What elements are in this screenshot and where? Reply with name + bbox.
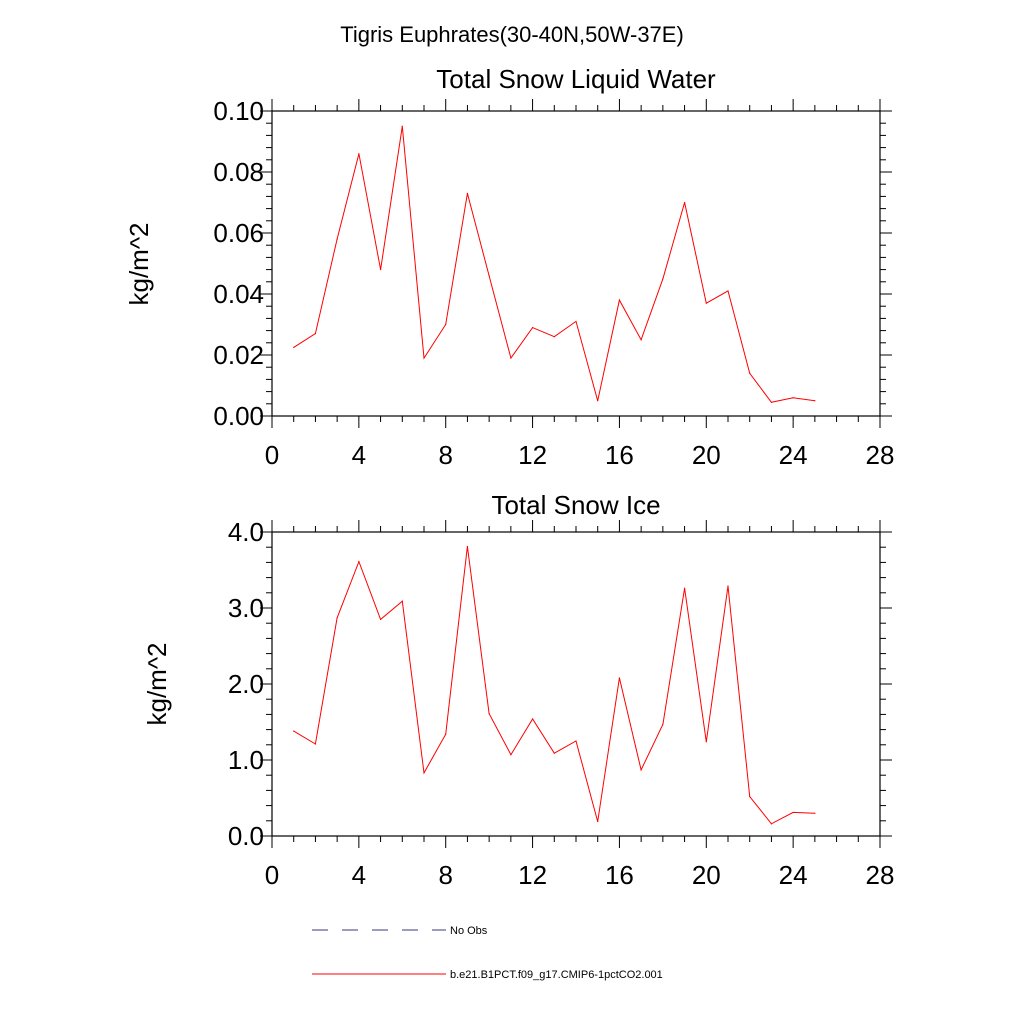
data-point bbox=[488, 275, 490, 277]
figure-main-title: Tigris Euphrates(30-40N,50W-37E) bbox=[340, 22, 684, 47]
panel-title: Total Snow Liquid Water bbox=[436, 64, 716, 94]
data-point bbox=[466, 545, 469, 548]
series-line bbox=[293, 126, 815, 403]
y-tick-label: 3.0 bbox=[228, 593, 264, 623]
data-point bbox=[575, 320, 577, 323]
x-tick-label: 4 bbox=[352, 860, 366, 890]
data-point bbox=[597, 400, 599, 402]
data-point bbox=[358, 561, 360, 563]
y-axis-label: kg/m^2 bbox=[124, 222, 154, 305]
data-point bbox=[683, 587, 686, 589]
data-point bbox=[705, 741, 707, 743]
x-tick-label: 28 bbox=[866, 860, 895, 890]
data-point bbox=[792, 811, 794, 814]
data-point bbox=[575, 740, 577, 742]
y-tick-label: 4.0 bbox=[228, 517, 264, 547]
y-tick-label: 0.00 bbox=[213, 401, 264, 431]
data-point bbox=[379, 269, 382, 271]
x-tick-label: 28 bbox=[866, 440, 895, 470]
x-tick-label: 0 bbox=[265, 440, 279, 470]
x-tick-label: 12 bbox=[518, 860, 547, 890]
x-tick-label: 8 bbox=[438, 440, 452, 470]
y-axis-label: kg/m^2 bbox=[142, 642, 172, 725]
y-tick-label: 0.0 bbox=[228, 821, 264, 851]
axis-ticks bbox=[260, 99, 892, 428]
x-tick-label: 20 bbox=[692, 860, 721, 890]
data-point bbox=[510, 754, 512, 756]
legend-label: No Obs bbox=[450, 925, 488, 937]
data-point bbox=[770, 823, 773, 825]
x-tick-label: 0 bbox=[265, 860, 279, 890]
y-tick-label: 2.0 bbox=[228, 669, 264, 699]
data-point bbox=[314, 333, 317, 335]
data-point bbox=[662, 278, 664, 280]
data-point bbox=[618, 299, 621, 301]
data-point bbox=[510, 357, 512, 359]
x-tick-label: 8 bbox=[438, 860, 452, 890]
data-point bbox=[683, 201, 686, 204]
data-point bbox=[792, 397, 794, 399]
data-point bbox=[358, 153, 360, 155]
data-point bbox=[336, 617, 338, 619]
axis-ticks bbox=[260, 520, 892, 848]
panel-snow-liquid-water: Total Snow Liquid Water kg/m^2 0 4 8 12 16 20… bbox=[124, 64, 894, 470]
data-point bbox=[640, 339, 642, 341]
data-point bbox=[293, 730, 295, 732]
data-point bbox=[488, 713, 490, 715]
data-point bbox=[553, 336, 555, 338]
plot-frame bbox=[271, 531, 881, 837]
data-point bbox=[531, 326, 534, 329]
x-tick-label: 24 bbox=[779, 860, 808, 890]
legend-label: b.e21.B1PCT.f09_g17.CMIP6-1pctCO2.001 bbox=[450, 969, 663, 981]
y-tick-label: 1.0 bbox=[228, 745, 264, 775]
data-point bbox=[705, 302, 707, 304]
legend: No Obs b.e21.B1PCT.f09_g17.CMIP6-1pctCO2… bbox=[312, 925, 663, 981]
data-point bbox=[618, 677, 621, 679]
panel-snow-ice: Total Snow Ice kg/m^2 0 4 8 12 16 20 24 28 0.0 1.… bbox=[142, 490, 894, 890]
x-tick-label: 16 bbox=[605, 440, 634, 470]
data-point bbox=[727, 290, 729, 292]
y-tick-label: 0.04 bbox=[213, 279, 264, 309]
x-tick-label: 24 bbox=[779, 440, 808, 470]
data-point bbox=[401, 125, 403, 127]
x-tick-label: 20 bbox=[692, 440, 721, 470]
y-tick-label: 0.10 bbox=[213, 96, 264, 126]
y-tick-label: 0.08 bbox=[213, 157, 264, 187]
data-point bbox=[336, 238, 338, 240]
data-point bbox=[379, 618, 382, 621]
x-tick-label: 16 bbox=[605, 860, 634, 890]
data-point bbox=[314, 743, 317, 745]
data-point bbox=[445, 733, 447, 735]
data-point bbox=[749, 795, 751, 798]
data-point bbox=[727, 585, 729, 587]
y-tick-label: 0.06 bbox=[213, 218, 264, 248]
data-point bbox=[423, 772, 425, 774]
panel-title: Total Snow Ice bbox=[491, 490, 660, 520]
data-point bbox=[401, 600, 403, 602]
data-point bbox=[445, 323, 447, 326]
series-line bbox=[293, 546, 815, 825]
data-point bbox=[423, 357, 425, 359]
data-point bbox=[531, 718, 534, 720]
y-tick-label: 0.02 bbox=[213, 340, 264, 370]
data-point bbox=[814, 812, 816, 814]
data-point bbox=[770, 401, 773, 403]
data-point bbox=[466, 192, 469, 194]
data-point bbox=[814, 400, 816, 402]
data-point bbox=[749, 372, 751, 374]
plot-frame bbox=[271, 110, 881, 417]
x-tick-label: 4 bbox=[352, 440, 366, 470]
data-point bbox=[553, 752, 555, 754]
data-point bbox=[662, 723, 664, 725]
data-point bbox=[640, 769, 642, 771]
x-tick-label: 12 bbox=[518, 440, 547, 470]
data-point bbox=[597, 820, 599, 823]
data-point bbox=[293, 346, 295, 348]
